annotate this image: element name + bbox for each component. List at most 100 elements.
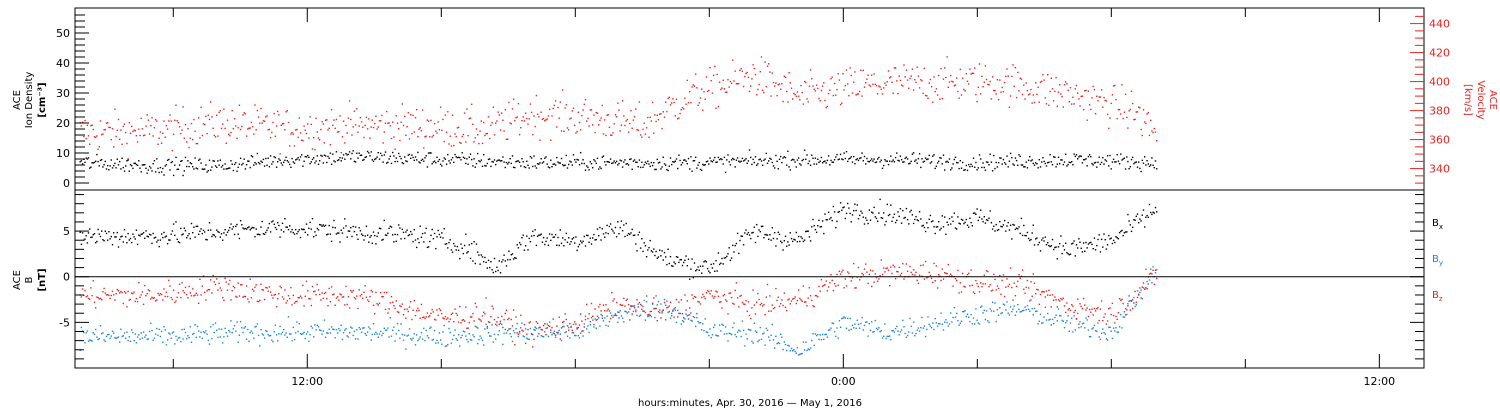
velocity-point xyxy=(830,78,832,80)
by-point xyxy=(874,319,876,322)
bz-point xyxy=(667,306,669,308)
ion-density-point xyxy=(962,161,964,164)
velocity-point xyxy=(280,124,282,126)
bx-point xyxy=(893,213,896,215)
velocity-point xyxy=(241,125,243,128)
bx-point xyxy=(639,247,642,249)
ion-density-point xyxy=(228,167,230,169)
by-point xyxy=(196,325,199,328)
velocity-point xyxy=(1024,98,1026,100)
velocity-point xyxy=(524,112,527,114)
by-point xyxy=(631,305,633,307)
bx-point xyxy=(249,229,251,231)
ion-density-point xyxy=(746,162,748,164)
ion-density-point xyxy=(1000,157,1002,159)
bz-point xyxy=(651,302,654,304)
velocity-point xyxy=(326,119,328,121)
bz-point xyxy=(490,316,492,318)
ion-density-point xyxy=(750,156,752,159)
by-point xyxy=(898,334,900,336)
velocity-point xyxy=(319,139,321,141)
by-point xyxy=(570,325,572,328)
ion-density-point xyxy=(423,160,425,162)
bx-point xyxy=(263,233,266,235)
bz-point xyxy=(842,269,844,271)
ion-density-point xyxy=(825,162,827,164)
bx-point xyxy=(997,228,1000,231)
ion-density-point xyxy=(813,163,815,165)
bz-point xyxy=(308,297,310,300)
ion-density-point xyxy=(267,157,269,159)
ion-density-point xyxy=(827,155,830,157)
bx-point xyxy=(1000,225,1002,228)
by-point xyxy=(727,340,729,342)
by-point xyxy=(132,331,134,334)
bz-point xyxy=(304,295,306,297)
ion-density-point xyxy=(429,152,431,154)
ion-density-point xyxy=(912,152,915,154)
bx-point xyxy=(132,233,134,235)
bz-point xyxy=(129,298,132,301)
velocity-point xyxy=(762,89,764,91)
bz-point xyxy=(869,269,872,271)
by-point xyxy=(1065,322,1067,324)
bz-point xyxy=(189,292,191,294)
bx-point xyxy=(800,236,802,238)
ion-density-point xyxy=(128,170,130,172)
bz-point xyxy=(854,287,856,289)
bx-point xyxy=(233,233,236,236)
bx-point xyxy=(934,232,936,235)
bx-point xyxy=(681,264,684,267)
bx-point xyxy=(885,220,887,223)
bz-point xyxy=(757,292,759,295)
bx-point xyxy=(1027,237,1030,240)
velocity-point xyxy=(207,114,209,116)
bx-point xyxy=(985,219,988,221)
bz-point xyxy=(1015,285,1018,288)
velocity-point xyxy=(839,103,842,106)
velocity-point xyxy=(235,125,237,127)
bz-point xyxy=(630,305,632,308)
ion-density-point xyxy=(859,157,861,160)
ion-density-point xyxy=(150,167,152,169)
bx-point xyxy=(1142,209,1145,211)
velocity-point xyxy=(381,114,383,117)
ion-density-point xyxy=(393,155,395,157)
bx-point xyxy=(368,241,370,243)
by-point xyxy=(820,339,823,341)
bz-point xyxy=(1144,288,1146,290)
bz-point xyxy=(222,296,224,299)
bx-point xyxy=(691,258,693,260)
velocity-point xyxy=(751,78,753,80)
bz-point xyxy=(455,312,457,315)
velocity-point xyxy=(611,134,613,136)
ion-density-point xyxy=(1013,164,1015,166)
top-right-tick-label: 380 xyxy=(1429,105,1450,118)
bz-point xyxy=(1087,315,1090,318)
bx-point xyxy=(419,225,421,227)
bz-point xyxy=(445,318,448,320)
ion-density-point xyxy=(626,163,629,165)
bz-point xyxy=(369,295,371,298)
bx-point xyxy=(593,233,595,236)
velocity-point xyxy=(1006,68,1008,70)
ion-density-point xyxy=(1136,166,1139,168)
velocity-point xyxy=(287,121,290,124)
velocity-point xyxy=(443,140,445,143)
bx-point xyxy=(932,220,934,222)
bz-point xyxy=(441,312,443,315)
ion-density-point xyxy=(175,156,177,159)
ion-density-point xyxy=(1026,167,1029,169)
bx-point xyxy=(740,235,742,237)
velocity-point xyxy=(936,94,939,96)
by-point xyxy=(997,314,1000,316)
bz-point xyxy=(241,283,243,286)
velocity-point xyxy=(199,137,201,139)
ion-density-point xyxy=(987,161,989,163)
bz-point xyxy=(747,301,750,303)
by-point xyxy=(772,339,775,341)
bz-point xyxy=(224,277,226,280)
bx-point xyxy=(974,212,976,214)
bx-point xyxy=(540,233,542,235)
ion-density-point xyxy=(146,172,148,174)
